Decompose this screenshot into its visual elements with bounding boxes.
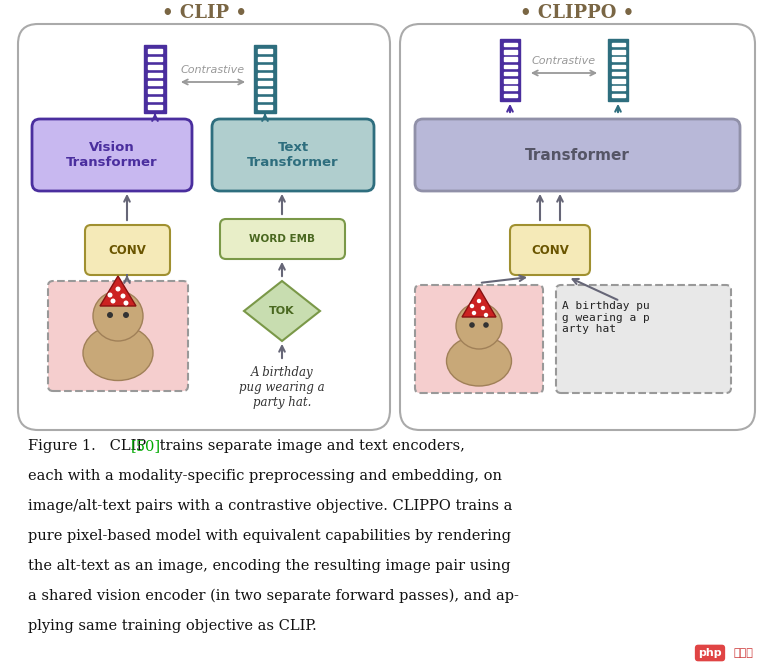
Text: [50]: [50] <box>131 439 161 453</box>
Bar <box>258 105 272 109</box>
Bar <box>258 65 272 69</box>
Polygon shape <box>100 276 136 306</box>
Text: Transformer: Transformer <box>524 148 630 162</box>
FancyBboxPatch shape <box>220 219 345 259</box>
Bar <box>258 73 272 77</box>
Bar <box>611 64 624 68</box>
Bar <box>500 39 520 101</box>
Circle shape <box>456 303 502 349</box>
Text: php: php <box>698 648 722 658</box>
FancyBboxPatch shape <box>415 119 740 191</box>
Bar <box>258 49 272 53</box>
Bar <box>148 97 162 101</box>
Bar <box>148 89 162 93</box>
Bar <box>148 81 162 85</box>
Bar <box>611 57 624 61</box>
FancyBboxPatch shape <box>18 24 390 430</box>
Text: TOK: TOK <box>269 306 295 316</box>
Bar <box>148 57 162 61</box>
Bar <box>611 79 624 83</box>
Bar <box>258 81 272 85</box>
Bar <box>52 285 184 387</box>
FancyBboxPatch shape <box>48 281 188 391</box>
Bar <box>258 57 272 61</box>
Bar <box>611 87 624 90</box>
Text: image/alt-text pairs with a contrastive objective. CLIPPO trains a: image/alt-text pairs with a contrastive … <box>28 499 512 513</box>
Text: Vision
Transformer: Vision Transformer <box>66 141 158 169</box>
Circle shape <box>111 299 115 303</box>
Text: plying same training objective as CLIP.: plying same training objective as CLIP. <box>28 619 317 633</box>
FancyBboxPatch shape <box>85 225 170 275</box>
Text: Figure 1.   CLIP: Figure 1. CLIP <box>28 439 151 453</box>
Text: 中文网: 中文网 <box>733 648 753 658</box>
Bar <box>504 79 517 83</box>
Bar <box>504 57 517 61</box>
Text: pure pixel-based model with equivalent capabilities by rendering: pure pixel-based model with equivalent c… <box>28 529 511 543</box>
Bar <box>611 50 624 54</box>
FancyBboxPatch shape <box>212 119 374 191</box>
Bar <box>148 65 162 69</box>
Circle shape <box>123 312 129 318</box>
Bar <box>504 50 517 54</box>
Ellipse shape <box>447 336 511 386</box>
Bar <box>148 49 162 53</box>
Circle shape <box>481 306 485 310</box>
Circle shape <box>124 301 128 305</box>
Text: • CLIP •: • CLIP • <box>161 4 247 22</box>
Text: • CLIPPO •: • CLIPPO • <box>521 4 634 22</box>
Circle shape <box>470 304 474 308</box>
Circle shape <box>115 287 121 291</box>
FancyBboxPatch shape <box>510 225 590 275</box>
Circle shape <box>93 291 143 341</box>
Text: CONV: CONV <box>531 244 569 256</box>
Circle shape <box>121 293 125 299</box>
Bar <box>611 72 624 75</box>
Text: each with a modality-specific preprocessing and embedding, on: each with a modality-specific preprocess… <box>28 469 502 483</box>
Text: trains separate image and text encoders,: trains separate image and text encoders, <box>155 439 465 453</box>
Bar <box>611 43 624 46</box>
Text: A birthday pu
g wearing a p
arty hat: A birthday pu g wearing a p arty hat <box>562 301 650 334</box>
Polygon shape <box>244 281 320 341</box>
Bar <box>258 89 272 93</box>
Circle shape <box>108 293 112 297</box>
Text: Text
Transformer: Text Transformer <box>247 141 339 169</box>
Circle shape <box>477 299 481 303</box>
Circle shape <box>469 322 474 328</box>
Polygon shape <box>462 288 496 317</box>
Bar <box>144 45 166 113</box>
FancyBboxPatch shape <box>415 285 543 393</box>
Bar <box>504 64 517 68</box>
Bar <box>504 72 517 75</box>
Text: A birthday
pug wearing a
party hat.: A birthday pug wearing a party hat. <box>239 366 325 409</box>
Circle shape <box>484 313 488 317</box>
FancyBboxPatch shape <box>32 119 192 191</box>
FancyBboxPatch shape <box>400 24 755 430</box>
Text: Contrastive: Contrastive <box>181 65 245 75</box>
Circle shape <box>107 312 113 318</box>
Bar <box>611 94 624 97</box>
Bar <box>504 87 517 90</box>
Bar <box>504 94 517 97</box>
Circle shape <box>483 322 489 328</box>
Ellipse shape <box>83 325 153 380</box>
Bar <box>258 97 272 101</box>
Bar <box>254 45 276 113</box>
FancyBboxPatch shape <box>556 285 731 393</box>
Text: a shared vision encoder (in two separate forward passes), and ap-: a shared vision encoder (in two separate… <box>28 588 519 603</box>
Bar <box>504 43 517 46</box>
Text: Contrastive: Contrastive <box>532 56 596 66</box>
Circle shape <box>472 311 476 315</box>
Bar <box>148 105 162 109</box>
Text: WORD EMB: WORD EMB <box>249 234 315 244</box>
Bar <box>608 39 628 101</box>
Text: CONV: CONV <box>108 244 146 256</box>
Bar <box>148 73 162 77</box>
Text: the alt-text as an image, encoding the resulting image pair using: the alt-text as an image, encoding the r… <box>28 559 511 573</box>
